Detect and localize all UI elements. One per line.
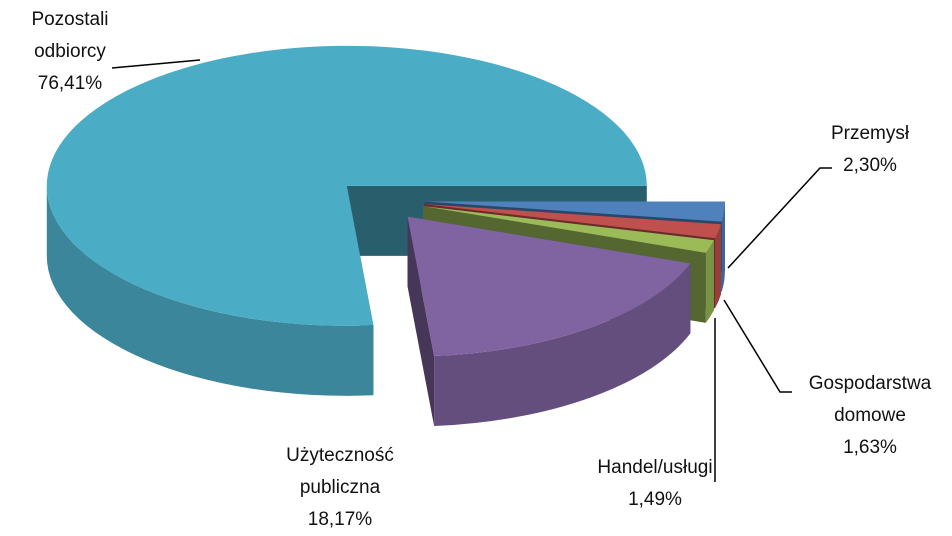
slice [46, 45, 647, 326]
slice-side [407, 216, 435, 427]
slice-label: Handel/usługi 1,49% [585, 452, 725, 516]
category-label: Przemysł [830, 123, 910, 144]
slice-wall [46, 185, 374, 396]
leader-line [723, 299, 792, 393]
slice-label: Gospodarstwa domowe 1,63% [792, 368, 948, 464]
leader-line [111, 59, 201, 69]
value-label: 1,63% [843, 437, 897, 458]
category-label: Pozostali odbiorcy [31, 9, 109, 62]
slice-wall [434, 263, 691, 427]
slice-wall [705, 240, 714, 323]
value-label: 2,30% [843, 155, 897, 176]
slice [423, 206, 714, 253]
category-label: Gospodarstwa domowe [808, 373, 932, 426]
slice [407, 216, 691, 357]
slice-wall [715, 224, 722, 309]
slice-label: Pozostali odbiorcy 76,41% [10, 4, 130, 100]
slice-wall [721, 201, 725, 292]
slice-label: Przemysł 2,30% [810, 118, 930, 182]
value-label: 18,17% [307, 509, 373, 530]
slice [424, 201, 725, 222]
value-label: 76,41% [37, 73, 103, 94]
category-label: Użyteczność publiczna [286, 445, 394, 498]
leader-line [727, 167, 832, 269]
category-label: Handel/usługi [597, 457, 713, 478]
slice-label: Użyteczność publiczna 18,17% [260, 440, 420, 536]
slice [424, 204, 722, 239]
value-label: 1,49% [628, 489, 682, 510]
